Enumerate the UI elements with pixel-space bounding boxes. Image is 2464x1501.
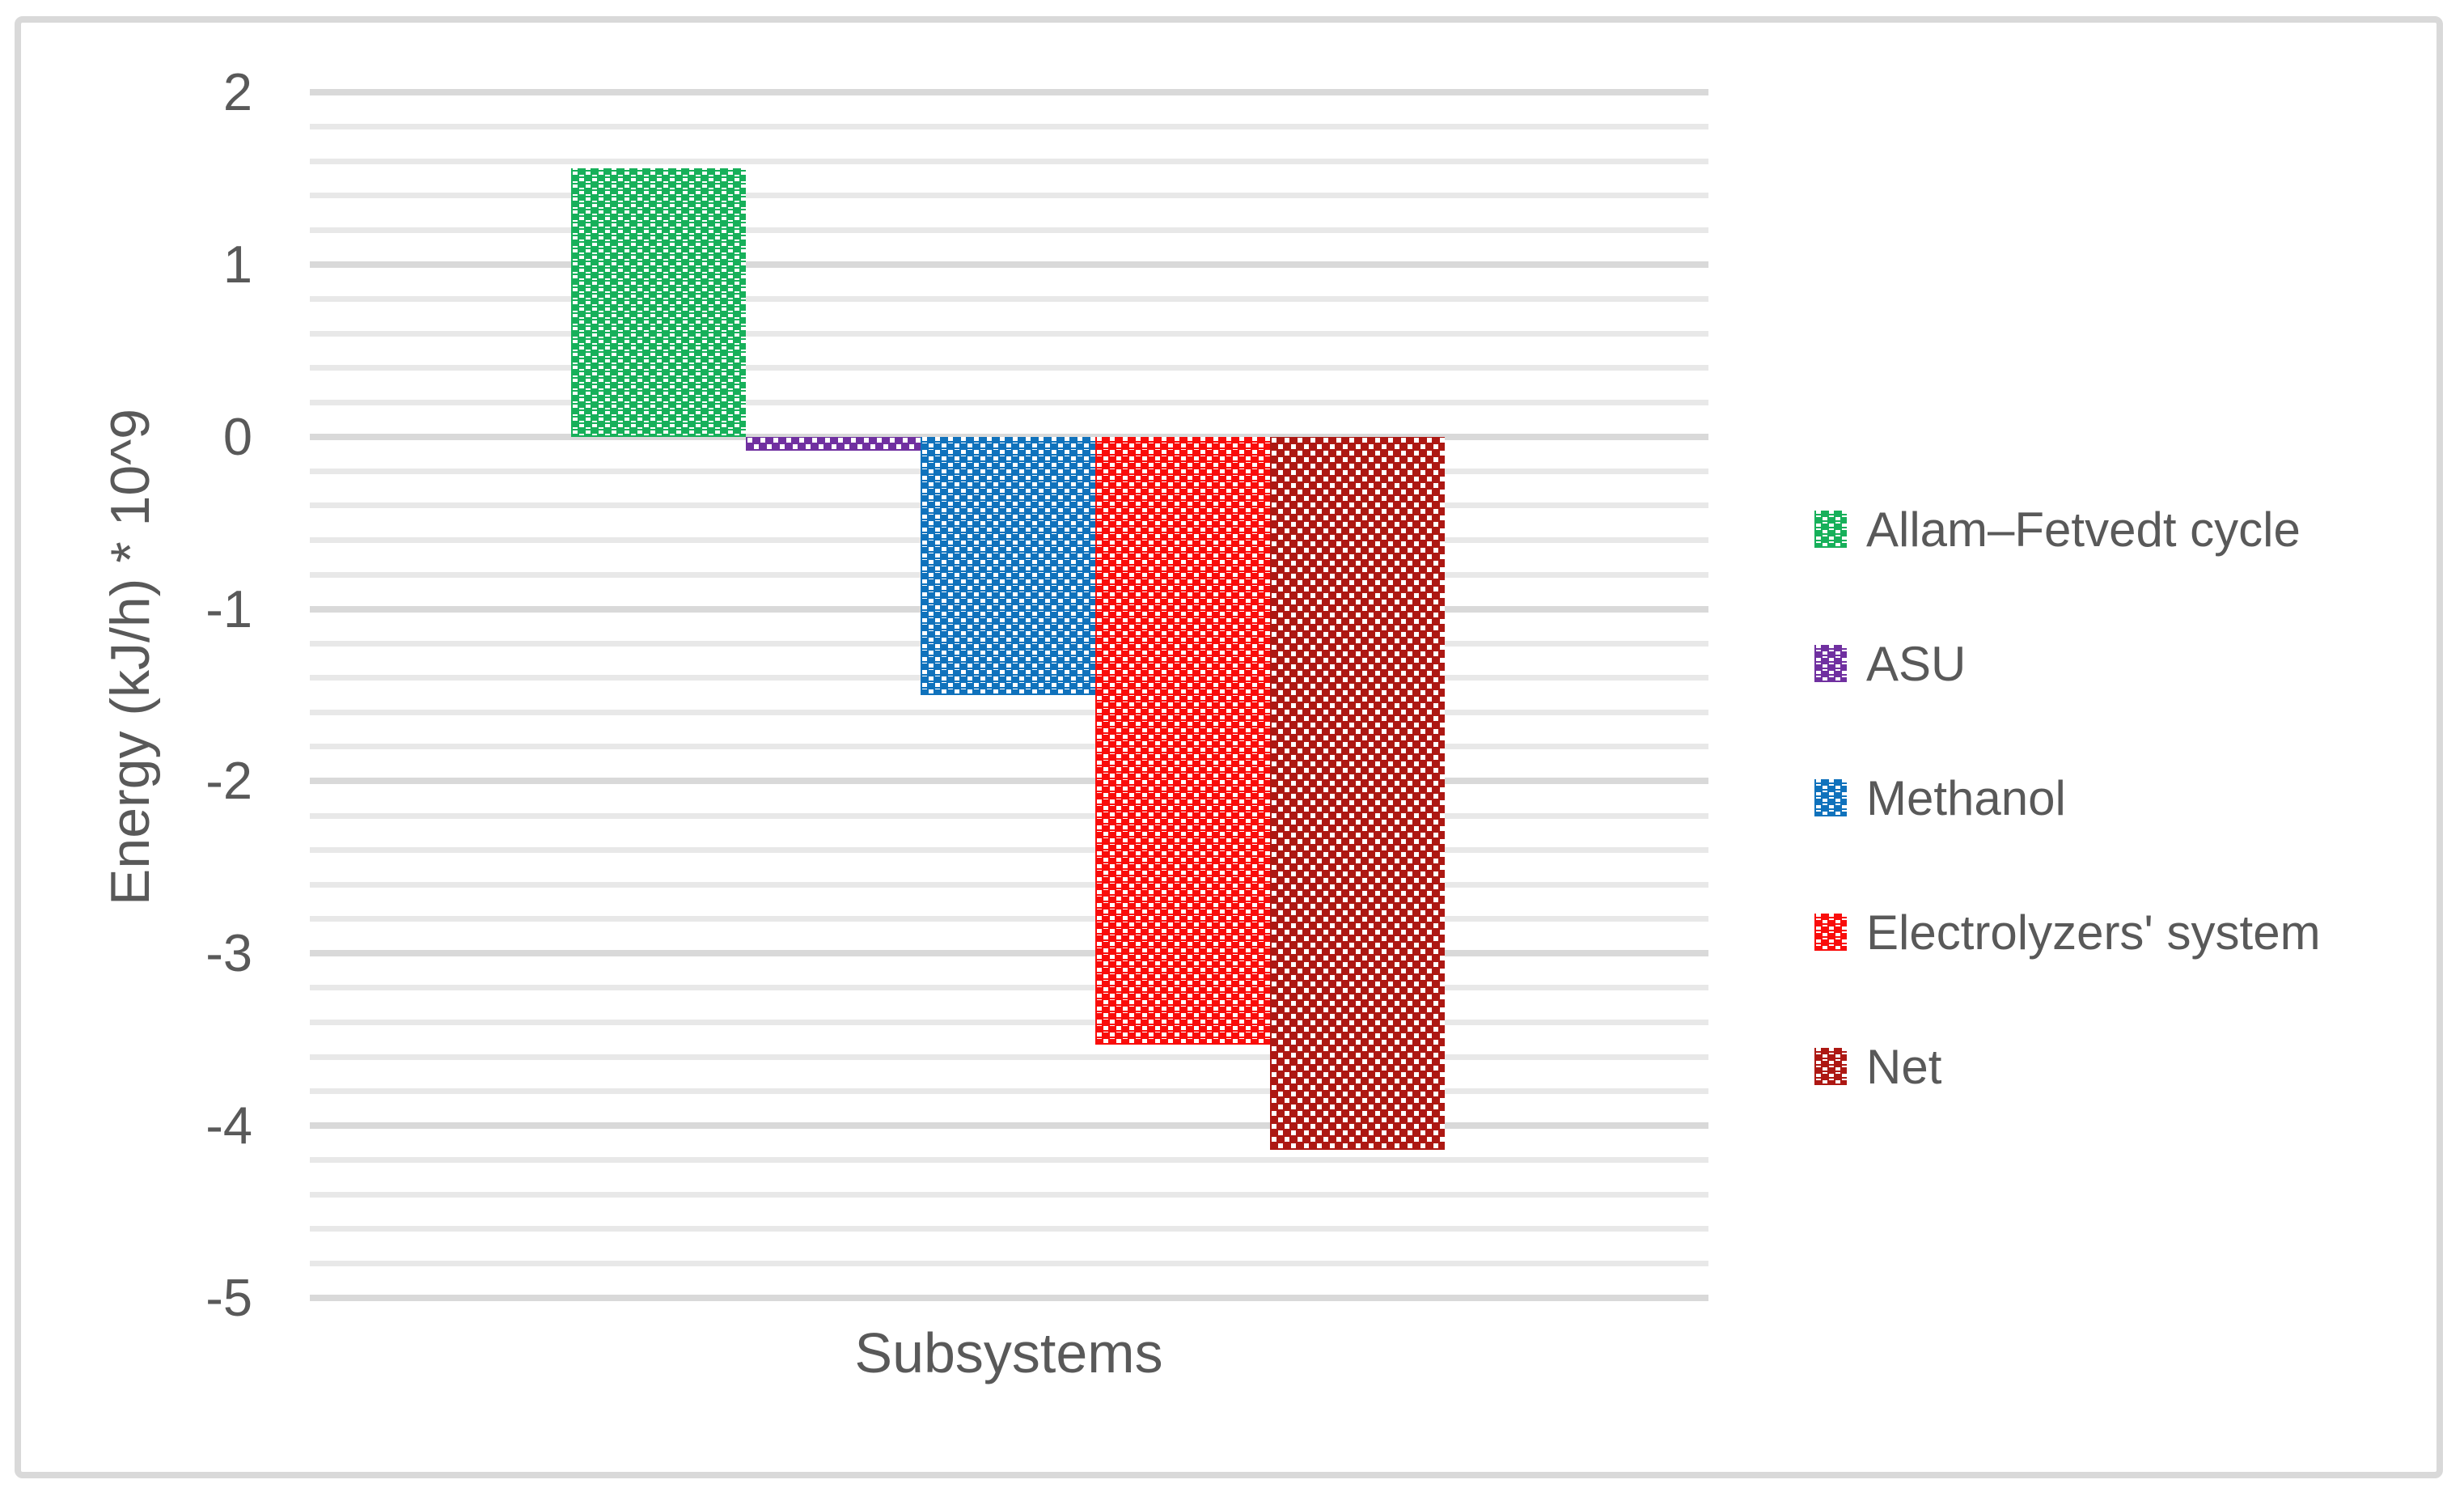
legend-label: Allam–Fetvedt cycle	[1866, 502, 2301, 557]
minor-gridline	[310, 812, 1708, 819]
minor-gridline	[310, 124, 1708, 130]
minor-gridline	[310, 399, 1708, 405]
minor-gridline	[310, 158, 1708, 164]
legend-item: Allam–Fetvedt cycle	[1814, 497, 2429, 562]
y-tick-label: 2	[222, 62, 252, 121]
y-tick-label: 1	[222, 234, 252, 294]
minor-gridline	[310, 1088, 1708, 1095]
minor-gridline	[310, 985, 1708, 991]
minor-gridline	[310, 1019, 1708, 1025]
major-gridline	[310, 778, 1708, 785]
legend-item: Electrolyzers' system	[1814, 900, 2429, 965]
plot-area	[310, 89, 1708, 1301]
major-gridline	[310, 1122, 1708, 1130]
legend-item: Methanol	[1814, 765, 2429, 830]
legend-swatch-icon	[1814, 645, 1847, 682]
legend-swatch-icon	[1814, 914, 1847, 951]
minor-gridline	[310, 881, 1708, 888]
legend-item: ASU	[1814, 631, 2429, 696]
legend-swatch-icon	[1814, 779, 1847, 816]
minor-gridline	[310, 916, 1708, 922]
legend-label: Electrolyzers' system	[1866, 905, 2321, 960]
legend-item: Net	[1814, 1034, 2429, 1099]
major-gridline	[310, 950, 1708, 957]
minor-gridline	[310, 1054, 1708, 1060]
bar-electrolyzers-system	[1095, 436, 1270, 1045]
minor-gridline	[310, 1226, 1708, 1232]
legend-swatch-icon	[1814, 511, 1847, 548]
minor-gridline	[310, 1260, 1708, 1266]
legend-swatch-icon	[1814, 1048, 1847, 1085]
minor-gridline	[310, 1191, 1708, 1198]
y-tick-label: -1	[205, 579, 252, 638]
minor-gridline	[310, 709, 1708, 715]
legend-label: Methanol	[1866, 770, 2066, 825]
y-tick-label: -4	[205, 1096, 252, 1155]
bar-methanol	[921, 436, 1095, 695]
y-tick-label: -3	[205, 923, 252, 983]
y-axis-title: Energy (kJ/h) * 10^9	[99, 409, 161, 905]
minor-gridline	[310, 330, 1708, 337]
bar-net	[1270, 436, 1445, 1150]
minor-gridline	[310, 847, 1708, 854]
minor-gridline	[310, 227, 1708, 233]
minor-gridline	[310, 193, 1708, 199]
minor-gridline	[310, 1157, 1708, 1164]
bar-allam-fetvedt-cycle	[571, 167, 746, 437]
y-tick-label: -5	[205, 1268, 252, 1327]
minor-gridline	[310, 365, 1708, 371]
major-gridline	[310, 89, 1708, 95]
y-tick-label: -2	[205, 751, 252, 811]
bar-asu	[746, 436, 921, 451]
major-gridline	[310, 261, 1708, 268]
y-tick-label: 0	[222, 406, 252, 466]
legend-label: ASU	[1866, 636, 1967, 691]
legend: Allam–Fetvedt cycle ASU Methanol Electrolyz…	[1814, 497, 2429, 1168]
minor-gridline	[310, 295, 1708, 302]
major-gridline	[310, 1295, 1708, 1301]
legend-label: Net	[1866, 1039, 1942, 1094]
x-axis-title: Subsystems	[854, 1321, 1163, 1384]
minor-gridline	[310, 744, 1708, 750]
